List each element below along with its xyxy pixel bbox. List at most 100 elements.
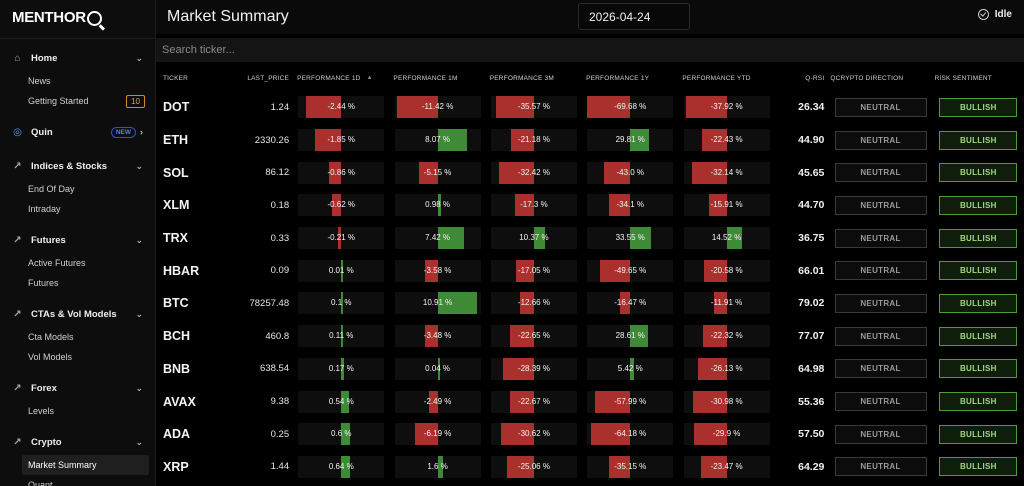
ticker-cell[interactable]: XLM [163, 198, 190, 213]
negative-fill [701, 455, 727, 478]
performance-value: -49.65 % [614, 265, 647, 275]
column-header-performance-1m[interactable]: PERFORMANCE 1M [389, 75, 485, 82]
table-row[interactable]: ADA 0.25 0.6 % -6.19 % -30.62 % -64.18 % -29.9… [156, 418, 1024, 451]
column-header-label: RISK SENTIMENT [934, 75, 992, 82]
ticker-cell[interactable]: SOL [163, 165, 189, 180]
sidebar: MENTHOR ⌂ Home ⌄ News Getting Started 10 ◎ Quin… [0, 0, 156, 486]
sidebar-item-levels[interactable]: Levels [0, 401, 155, 421]
positive-fill [630, 325, 648, 348]
negative-fill [599, 259, 631, 282]
performance-cell: -2.44 % [293, 96, 389, 119]
chevron-right-icon[interactable]: › [140, 127, 143, 137]
table-row[interactable]: SOL 86.12 -0.86 % -5.15 % -32.42 % -43.0 % -32… [156, 156, 1024, 189]
sidebar-item-market-summary[interactable]: Market Summary [22, 455, 149, 475]
sidebar-item-quant[interactable]: Quant [0, 475, 155, 486]
performance-bar: -17.05 % [490, 259, 577, 282]
table-row[interactable]: TRX 0.33 -0.21 % 7.42 % 10.37 % 33.55 % 14.52 … [156, 222, 1024, 255]
ticker-cell[interactable]: ETH [163, 133, 188, 148]
sidebar-section-indices-stocks[interactable]: ↗ Indices & Stocks ⌄ [0, 153, 155, 179]
sidebar-section-crypto[interactable]: ↗ Crypto ⌄ [0, 429, 155, 455]
ticker-cell[interactable]: AVAX [163, 394, 196, 409]
sidebar-item-futures[interactable]: Futures [0, 273, 155, 293]
sidebar-section-home[interactable]: ⌂ Home ⌄ [0, 45, 155, 71]
chevron-down-icon[interactable]: ⌄ [135, 234, 143, 245]
sentiment-cell: BULLISH [933, 359, 1024, 379]
ticker-cell[interactable]: ADA [163, 427, 191, 442]
sort-asc-icon[interactable]: ▲ [366, 75, 373, 81]
sentiment-badge: BULLISH [939, 130, 1018, 150]
performance-bar: -57.99 % [587, 390, 674, 413]
search-input[interactable] [156, 38, 1024, 62]
sidebar-section-futures[interactable]: ↗ Futures ⌄ [0, 227, 155, 253]
ticker-cell[interactable]: BTC [163, 296, 189, 311]
column-header-ticker[interactable]: TICKER [156, 75, 230, 82]
chevron-down-icon[interactable]: ⌄ [135, 436, 143, 447]
performance-cell: -22.43 % [678, 129, 774, 152]
column-header-last-price[interactable]: LAST_PRICE [230, 75, 294, 82]
chevron-down-icon[interactable]: ⌄ [135, 160, 143, 171]
chevron-down-icon[interactable]: ⌄ [135, 382, 143, 393]
negative-fill [314, 129, 342, 152]
performance-value: -20.58 % [710, 265, 743, 275]
sidebar-item-cta-models[interactable]: Cta Models [0, 327, 155, 347]
column-header-risk-sentiment[interactable]: RISK SENTIMENT [933, 75, 1024, 82]
performance-value: -17.05 % [517, 265, 550, 275]
table-row[interactable]: AVAX 9.38 0.54 % -2.49 % -22.67 % -57.99 % -30… [156, 385, 1024, 418]
sidebar-item-active-futures[interactable]: Active Futures [0, 253, 155, 273]
table-row[interactable]: XRP 1.44 0.64 % 1.6 % -25.06 % -35.15 % -23.47… [156, 451, 1024, 484]
sidebar-section-quin[interactable]: ◎ Quin NEW › [0, 119, 155, 145]
negative-fill [692, 161, 727, 184]
column-header-performance-3m[interactable]: PERFORMANCE 3M [486, 75, 582, 82]
negative-fill [332, 194, 342, 217]
sidebar-item-end-of-day[interactable]: End Of Day [0, 179, 155, 199]
sidebar-section-ctas-vol-models[interactable]: ↗ CTAs & Vol Models ⌄ [0, 301, 155, 327]
sidebar-item-label: End Of Day [28, 184, 75, 194]
table-row[interactable]: ETH 2330.26 -1.85 % 8.07 % -21.18 % 29.81 % -2… [156, 124, 1024, 157]
negative-fill [338, 227, 342, 250]
table-row[interactable]: XLM 0.18 -0.62 % 0.98 % -17.3 % -34.1 % -15.91… [156, 189, 1024, 222]
sidebar-item-news[interactable]: News [0, 71, 155, 91]
performance-cell: -37.92 % [678, 96, 774, 119]
sidebar-item-getting-started[interactable]: Getting Started 10 [0, 91, 155, 111]
sentiment-badge: BULLISH [939, 457, 1018, 477]
ticker-cell[interactable]: TRX [163, 231, 188, 246]
direction-cell: NEUTRAL [828, 293, 932, 313]
table-row[interactable]: BNB 638.54 0.17 % 0.04 % -28.39 % 5.42 % -26.1… [156, 353, 1024, 386]
sidebar-item-vol-models[interactable]: Vol Models [0, 347, 155, 367]
column-header-performance-ytd[interactable]: PERFORMANCE YTD [678, 75, 774, 82]
ticker-cell[interactable]: HBAR [163, 263, 200, 278]
ticker-cell[interactable]: BCH [163, 329, 191, 344]
performance-bar: 29.81 % [587, 129, 674, 152]
performance-bar: 0.01 % [298, 259, 385, 282]
column-header-q-rsi[interactable]: Q-RSI [775, 75, 829, 82]
table-row[interactable]: BTC 78257.48 0.1 % 10.91 % -12.66 % -16.47 % -… [156, 287, 1024, 320]
sentiment-cell: BULLISH [933, 228, 1024, 248]
sentiment-badge: BULLISH [939, 326, 1018, 346]
performance-cell: -22.65 % [486, 325, 582, 348]
table-row[interactable]: BCH 460.8 0.11 % -3.48 % -22.65 % 28.61 % -22.… [156, 320, 1024, 353]
column-header-performance-1y[interactable]: PERFORMANCE 1Y [582, 75, 678, 82]
price-cell: 638.54 [260, 363, 290, 375]
sidebar-item-intraday[interactable]: Intraday [0, 199, 155, 219]
negative-fill [702, 325, 727, 348]
performance-cell: 0.64 % [293, 455, 389, 478]
performance-cell: -3.58 % [389, 259, 485, 282]
column-header-performance-1d[interactable]: PERFORMANCE 1D ▲ [293, 75, 389, 82]
date-picker[interactable]: 2026-04-24 [578, 3, 690, 30]
chevron-down-icon[interactable]: ⌄ [135, 52, 143, 63]
performance-value: -69.68 % [614, 102, 647, 112]
chevron-down-icon[interactable]: ⌄ [135, 308, 143, 319]
negative-fill [515, 259, 534, 282]
ticker-cell[interactable]: DOT [163, 100, 190, 115]
performance-value: 1.6 % [427, 461, 448, 471]
ticker-cell[interactable]: XRP [163, 459, 189, 474]
positive-fill [341, 325, 344, 348]
column-header-qcrypto-direction[interactable]: QCRYPTO DIRECTION [828, 75, 932, 82]
market-table: TICKER LAST_PRICE PERFORMANCE 1D ▲ PERFORMAN… [156, 66, 1024, 483]
table-row[interactable]: DOT 1.24 -2.44 % -11.42 % -35.57 % -69.68 % -3… [156, 91, 1024, 124]
ticker-cell[interactable]: BNB [163, 361, 191, 376]
logo[interactable]: MENTHOR [0, 0, 155, 34]
sidebar-section-forex[interactable]: ↗ Forex ⌄ [0, 375, 155, 401]
table-row[interactable]: HBAR 0.09 0.01 % -3.58 % -17.05 % -49.65 % -20… [156, 254, 1024, 287]
positive-fill [726, 227, 743, 250]
